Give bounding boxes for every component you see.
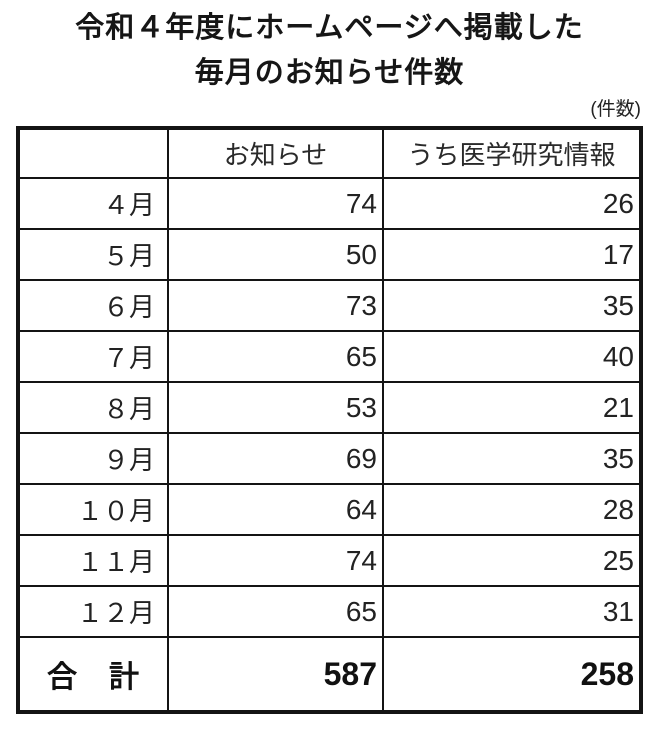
table-row: ４月 74 26	[17, 177, 642, 230]
table-row: ７月 65 40	[17, 330, 642, 383]
announcements-count-cell: 74	[167, 534, 384, 587]
month-cell: １１月	[17, 534, 169, 587]
table-row: １１月 74 25	[17, 534, 642, 587]
month-cell: １２月	[17, 585, 169, 638]
announcements-count-cell: 69	[167, 432, 384, 485]
medical-research-count-cell: 25	[382, 534, 642, 587]
table-row: ９月 69 35	[17, 432, 642, 485]
page-title-line-1: 令和４年度にホームページへ掲載した	[75, 12, 584, 44]
total-announcements-cell: 587	[167, 636, 384, 713]
unit-label: (件数)	[590, 99, 641, 120]
month-cell: ４月	[17, 177, 169, 230]
month-cell: ７月	[17, 330, 169, 383]
month-cell: １０月	[17, 483, 169, 536]
announcements-count-cell: 50	[167, 228, 384, 281]
month-cell: ６月	[17, 279, 169, 332]
table-row: １２月 65 31	[17, 585, 642, 638]
total-row: 合 計 587 258	[17, 636, 642, 713]
month-cell: ８月	[17, 381, 169, 434]
medical-research-count-cell: 35	[382, 279, 642, 332]
medical-research-count-cell: 31	[382, 585, 642, 638]
announcements-count-cell: 74	[167, 177, 384, 230]
month-cell: ５月	[17, 228, 169, 281]
column-header-medical-research: うち医学研究情報	[382, 127, 642, 179]
page-title-line-2: 毎月のお知らせ件数	[194, 57, 465, 89]
column-header-announcements: お知らせ	[167, 127, 384, 179]
medical-research-count-cell: 26	[382, 177, 642, 230]
table-row: １０月 64 28	[17, 483, 642, 536]
month-cell: ９月	[17, 432, 169, 485]
medical-research-count-cell: 35	[382, 432, 642, 485]
announcements-count-cell: 64	[167, 483, 384, 536]
announcements-count-cell: 53	[167, 381, 384, 434]
total-medical-research-cell: 258	[382, 636, 642, 713]
medical-research-count-cell: 21	[382, 381, 642, 434]
announcements-count-cell: 65	[167, 330, 384, 383]
total-label-cell: 合 計	[17, 636, 169, 713]
table-row: ６月 73 35	[17, 279, 642, 332]
table-header-row: お知らせ うち医学研究情報	[17, 127, 642, 179]
table-row: ５月 50 17	[17, 228, 642, 281]
announcements-count-cell: 73	[167, 279, 384, 332]
medical-research-count-cell: 17	[382, 228, 642, 281]
monthly-announcements-table: お知らせ うち医学研究情報 ４月 74 26 ５月 50 17 ６月 73 35…	[16, 126, 643, 714]
medical-research-count-cell: 40	[382, 330, 642, 383]
corner-cell	[17, 127, 169, 179]
medical-research-count-cell: 28	[382, 483, 642, 536]
announcements-count-cell: 65	[167, 585, 384, 638]
table-row: ８月 53 21	[17, 381, 642, 434]
page: 令和４年度にホームページへ掲載した 毎月のお知らせ件数 (件数) お知らせ うち…	[16, 12, 643, 714]
